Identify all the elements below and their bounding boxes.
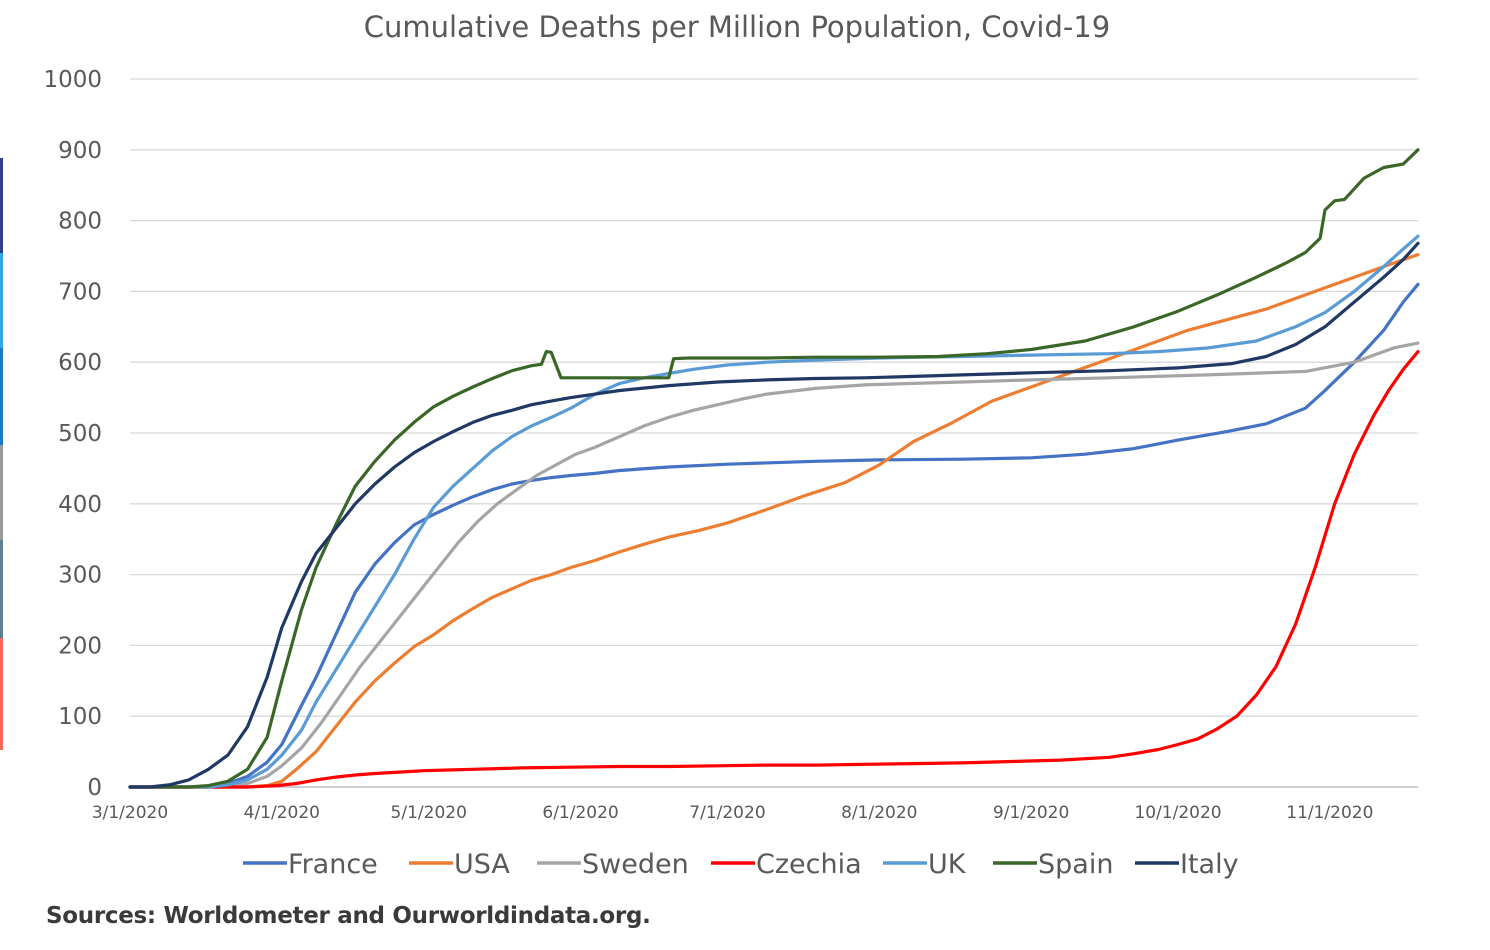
edge-strip-1 <box>0 158 3 253</box>
series-line-italy <box>128 241 1420 789</box>
y-tick-label: 200 <box>58 633 102 659</box>
x-tick-label: 8/1/2020 <box>841 803 917 823</box>
series-line-usa <box>128 253 1420 789</box>
y-tick-label: 300 <box>58 563 102 589</box>
chart-title: Cumulative Deaths per Million Population… <box>364 10 1111 44</box>
x-tick-label: 10/1/2020 <box>1134 803 1221 823</box>
y-tick-label: 600 <box>58 350 102 376</box>
y-tick-label: 700 <box>58 279 102 305</box>
legend-label-spain: Spain <box>1038 849 1113 880</box>
y-tick-label: 400 <box>58 492 102 518</box>
edge-strip-5 <box>0 540 3 638</box>
x-tick-label: 6/1/2020 <box>542 803 618 823</box>
y-axis-ticks: 0 100 200 300 400 500 600 700 800 900 1000 <box>43 67 102 801</box>
y-tick-label: 0 <box>87 775 102 801</box>
legend-label-sweden: Sweden <box>582 849 689 880</box>
x-tick-label: 3/1/2020 <box>92 803 168 823</box>
edge-strip-3 <box>0 348 3 445</box>
legend-label-italy: Italy <box>1180 849 1239 880</box>
y-tick-label: 800 <box>58 209 102 235</box>
source-note: Sources: Worldometer and Ourworldindata.… <box>46 903 651 929</box>
x-tick-label: 5/1/2020 <box>391 803 467 823</box>
series-lines <box>128 148 1420 789</box>
x-tick-label: 9/1/2020 <box>993 803 1069 823</box>
legend-label-uk: UK <box>928 849 967 880</box>
legend: France USA Sweden Czechia UK Spain Italy <box>243 849 1239 880</box>
series-line-sweden <box>128 341 1420 789</box>
legend-label-france: France <box>288 849 378 880</box>
edge-strip-4 <box>0 445 3 540</box>
legend-label-czechia: Czechia <box>756 849 862 880</box>
x-tick-label: 7/1/2020 <box>689 803 765 823</box>
y-tick-label: 900 <box>58 138 102 164</box>
gridlines <box>130 78 1418 717</box>
edge-strip-2 <box>0 253 3 348</box>
x-axis-ticks: 3/1/2020 4/1/2020 5/1/2020 6/1/2020 7/1/2020… <box>92 803 1374 823</box>
edge-strip-6 <box>0 638 3 750</box>
legend-label-usa: USA <box>454 849 510 880</box>
y-tick-label: 100 <box>58 704 102 730</box>
y-tick-label: 1000 <box>43 67 102 93</box>
series-line-france <box>128 282 1420 789</box>
series-line-uk <box>128 234 1420 789</box>
x-tick-label: 11/1/2020 <box>1286 803 1373 823</box>
y-tick-label: 500 <box>58 421 102 447</box>
x-tick-label: 4/1/2020 <box>244 803 320 823</box>
series-line-czechia <box>128 350 1420 789</box>
